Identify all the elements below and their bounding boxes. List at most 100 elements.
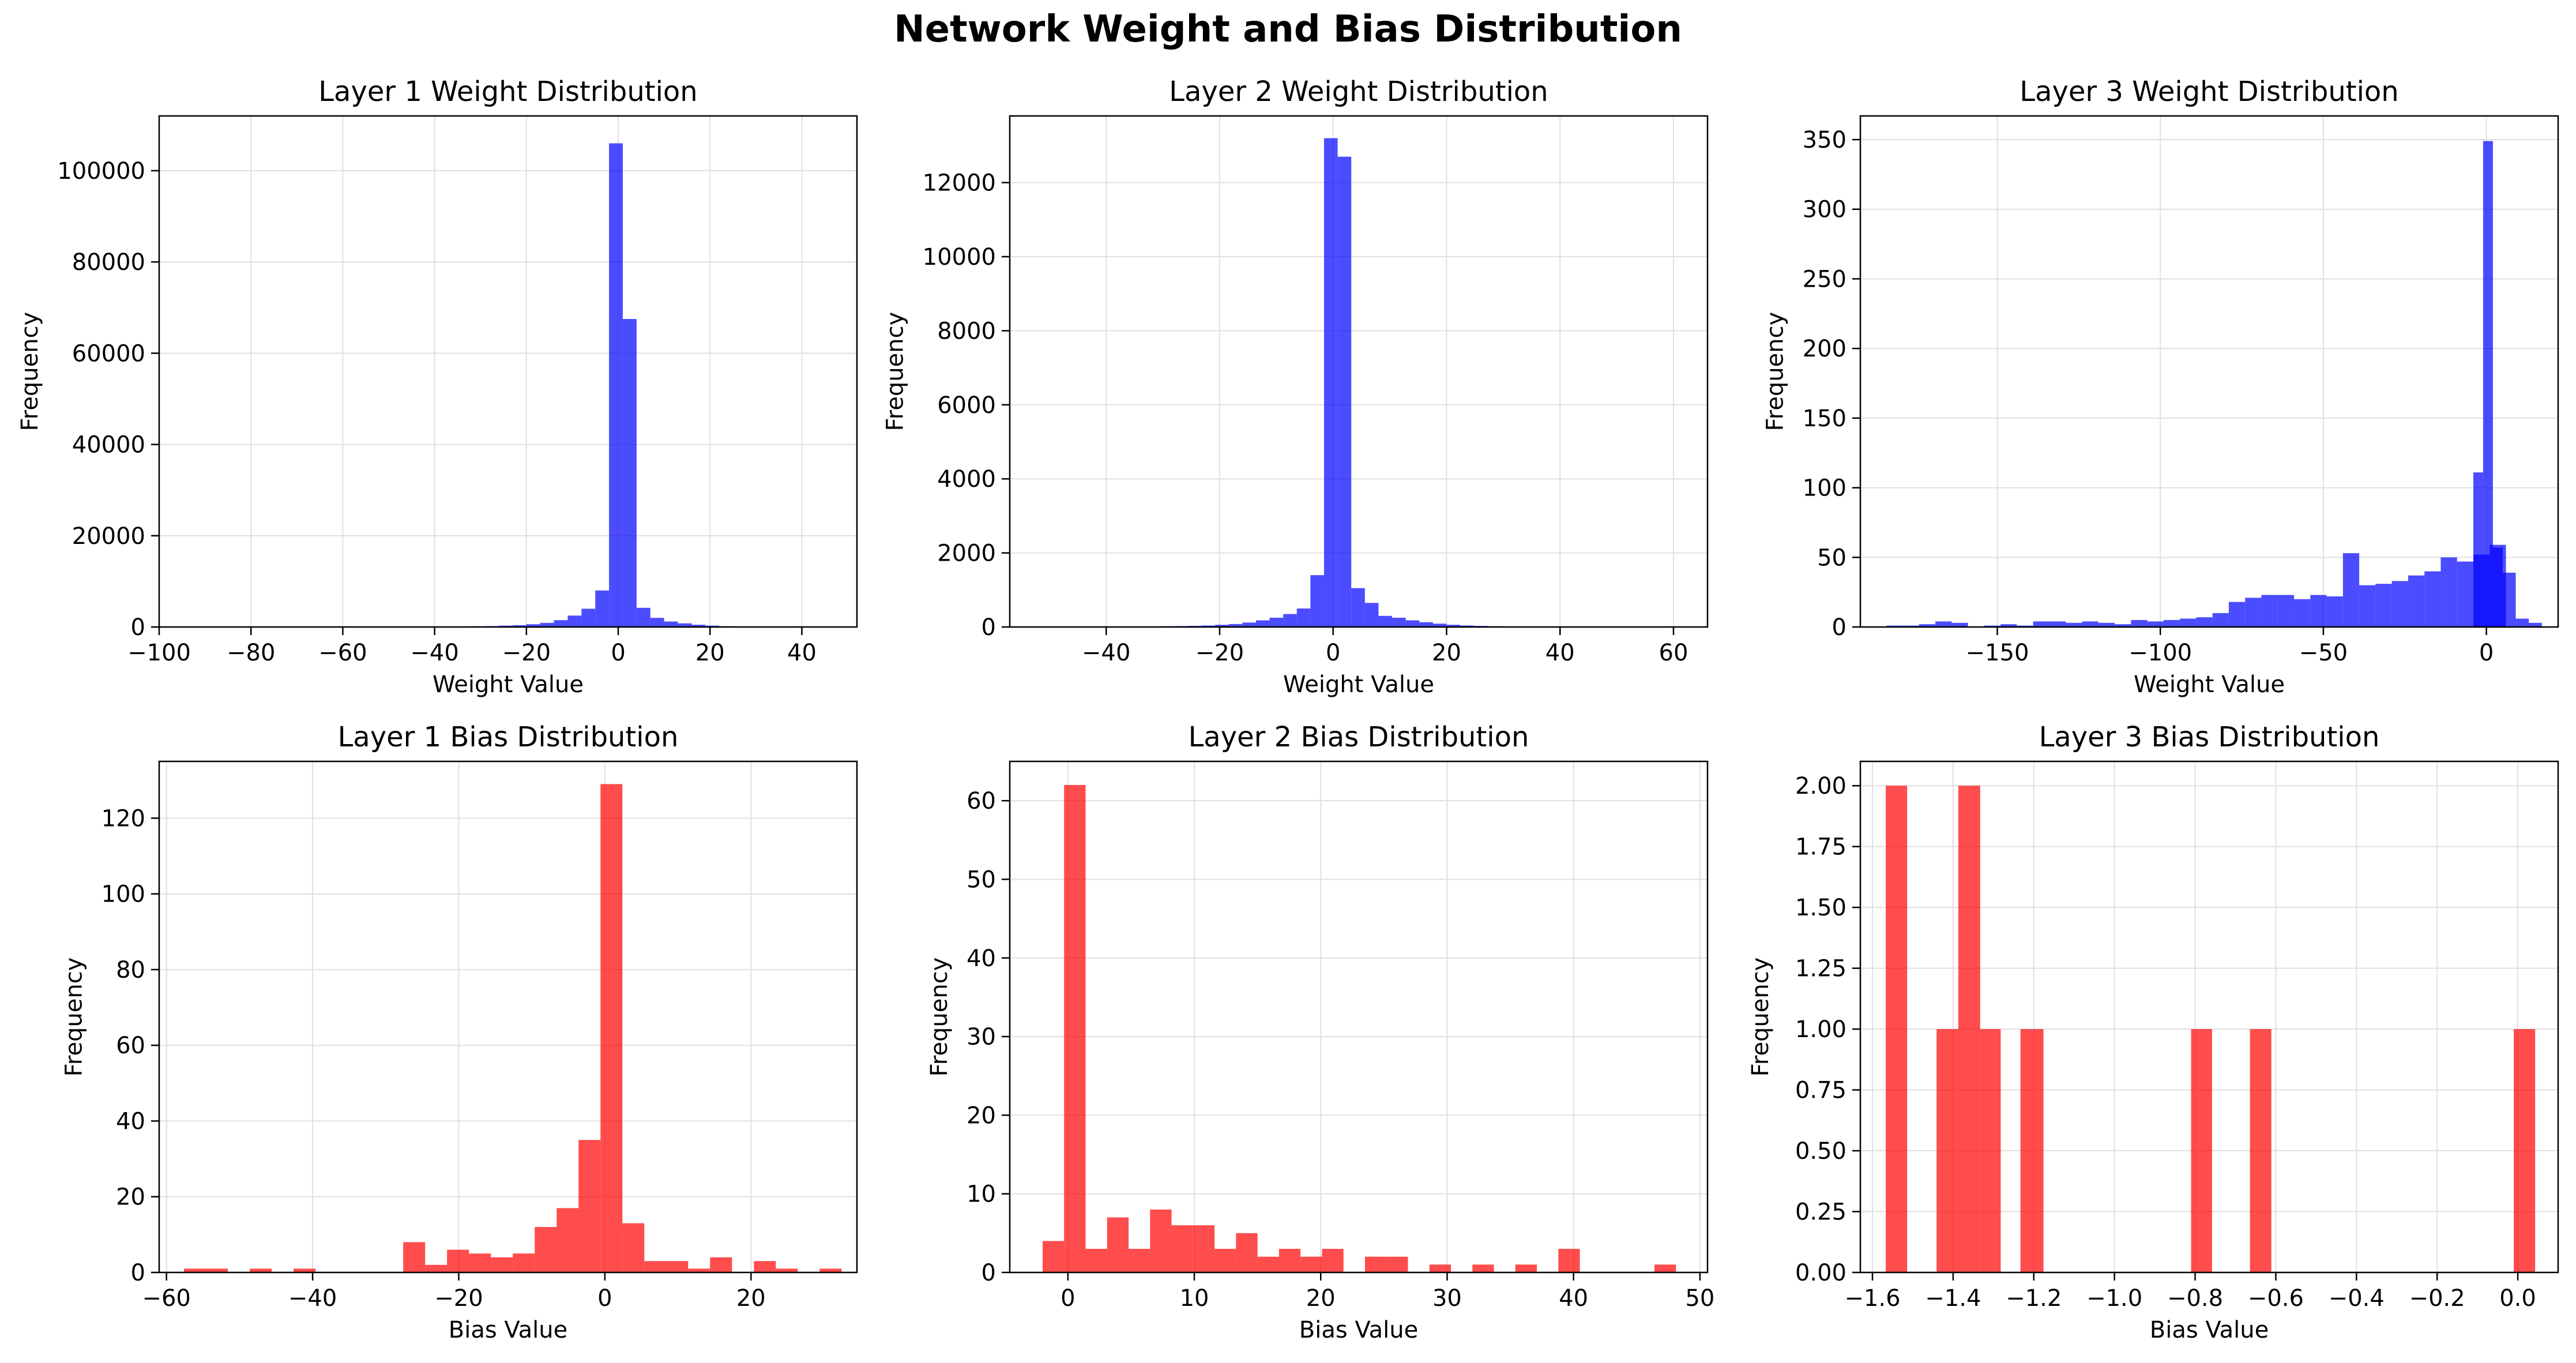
y-tick-label: 10 [967, 1181, 996, 1208]
histogram-bar [1429, 1264, 1451, 1272]
y-tick-label: 20 [967, 1102, 996, 1129]
histogram-bar [1364, 603, 1379, 627]
histogram-bar [2250, 1029, 2272, 1272]
histogram-bar [1446, 625, 1461, 627]
y-tick-label: 100 [101, 881, 145, 908]
histogram-bar [595, 590, 610, 627]
histogram-bar [526, 624, 540, 627]
histogram-bar [2261, 595, 2278, 627]
y-tick-label: 0 [131, 1260, 145, 1286]
axes-frame [1009, 115, 1709, 628]
x-tick-label: −60 [318, 640, 367, 666]
histogram-bar [2294, 599, 2311, 627]
y-tick-label: 6000 [937, 392, 996, 419]
x-tick-label: 20 [736, 1285, 766, 1312]
histogram-bar [2408, 575, 2425, 627]
histogram-bar [1255, 620, 1270, 627]
histogram-bar [1323, 138, 1338, 628]
y-tick-label: 30 [967, 1024, 996, 1050]
histogram-bar [776, 1268, 798, 1272]
histogram-bar [2163, 619, 2180, 627]
histogram-bar [513, 1253, 535, 1272]
x-tick-label: −0.6 [2248, 1285, 2304, 1312]
x-tick-label: 30 [1432, 1285, 1462, 1312]
histogram-bar [636, 607, 650, 627]
subplot-6: −1.6 −1.4 −1.2 −1.0 −0.8 −0.6 −0.4 −0.2 0.0 0.00 0… [1747, 721, 2559, 1343]
histogram-bar [2483, 141, 2493, 627]
y-tick-label: 1.50 [1795, 895, 1847, 921]
histogram-bar [2020, 1029, 2044, 1272]
x-tick-label: 10 [1180, 1285, 1209, 1312]
x-tick-label: −1.6 [1844, 1285, 1900, 1312]
histogram-bar [710, 1257, 732, 1272]
histogram-bar [1150, 1209, 1172, 1272]
histogram-bar [206, 1268, 228, 1272]
histogram-bar [1472, 1264, 1494, 1272]
x-tick-label: −0.4 [2329, 1285, 2385, 1312]
y-tick-label: 120 [101, 805, 145, 832]
y-tick-label: 1.75 [1795, 834, 1847, 861]
histogram-bar [2245, 598, 2262, 627]
histogram-bar [1171, 1225, 1193, 1272]
histogram-bar [688, 1268, 710, 1272]
histogram-bar [678, 623, 692, 627]
x-tick-label: 40 [1545, 640, 1575, 666]
y-tick-label: 0.25 [1795, 1199, 1847, 1226]
histogram-bar [447, 1249, 469, 1272]
histogram-bar [512, 625, 527, 627]
x-tick-label: −100 [127, 640, 191, 666]
x-tick-label: −0.2 [2409, 1285, 2465, 1312]
histogram-bar [2326, 596, 2343, 627]
histogram-bar [2277, 595, 2295, 627]
histogram-bar [2147, 621, 2164, 627]
histogram-bar [1042, 1241, 1065, 1272]
histogram-bar [1242, 622, 1256, 627]
x-tick-label: −60 [142, 1285, 190, 1312]
histogram-bar [1236, 1233, 1258, 1272]
x-tick-label: 0 [2479, 640, 2494, 666]
histogram-bar [1228, 624, 1243, 627]
histogram-bar [2473, 472, 2483, 627]
histogram-bar [1935, 621, 1952, 627]
histogram-bar [2440, 557, 2457, 627]
y-axis-label: Frequency [61, 958, 88, 1077]
histogram-bar [1515, 1264, 1537, 1272]
histogram-bar [664, 621, 678, 627]
histogram-bar [1419, 622, 1433, 627]
histogram-bar [1129, 1249, 1150, 1272]
y-tick-label: 250 [1803, 266, 1847, 292]
histogram-bar [2502, 572, 2516, 627]
axes-frame [1859, 760, 2559, 1274]
y-tick-label: 40000 [72, 432, 145, 459]
histogram-bar [556, 1208, 579, 1272]
y-tick-label: 50 [1817, 545, 1847, 571]
subplot-2: −40 −20 0 20 40 60 0 2000 4000 6000 8000 10000 12000… [882, 76, 1709, 698]
y-tick-label: 0 [131, 614, 145, 641]
histogram-bar [2228, 602, 2246, 627]
y-tick-label: 100000 [57, 158, 145, 185]
histogram-bar [2342, 553, 2360, 627]
axes-frame [158, 115, 858, 628]
histogram-bar [1405, 620, 1420, 627]
histogram-bar [578, 1140, 601, 1272]
histogram-bar [2375, 584, 2392, 627]
y-tick-label: 1.00 [1795, 1016, 1847, 1043]
y-tick-label: 0 [981, 614, 996, 641]
histogram-bar [2424, 571, 2441, 627]
y-tick-label: 200 [1803, 336, 1847, 362]
subplot-1: −100 −80 −60 −40 −20 0 20 40 0 20000 40000 60000 800… [17, 76, 858, 698]
x-tick-label: −40 [1082, 640, 1130, 666]
x-tick-label: −20 [502, 640, 551, 666]
x-tick-label: −40 [288, 1285, 337, 1312]
histogram-bar [1322, 1249, 1344, 1272]
histogram-bar [650, 618, 664, 627]
y-tick-label: 8000 [937, 318, 996, 344]
histogram-bar [1558, 1249, 1580, 1272]
histogram-bar [2033, 621, 2049, 627]
x-tick-label: 20 [695, 640, 725, 666]
histogram-bar [2049, 621, 2066, 627]
histogram-bar [2212, 613, 2229, 627]
x-tick-label: −20 [434, 1285, 483, 1312]
y-tick-label: 300 [1803, 197, 1847, 223]
y-tick-label: 350 [1803, 127, 1847, 153]
